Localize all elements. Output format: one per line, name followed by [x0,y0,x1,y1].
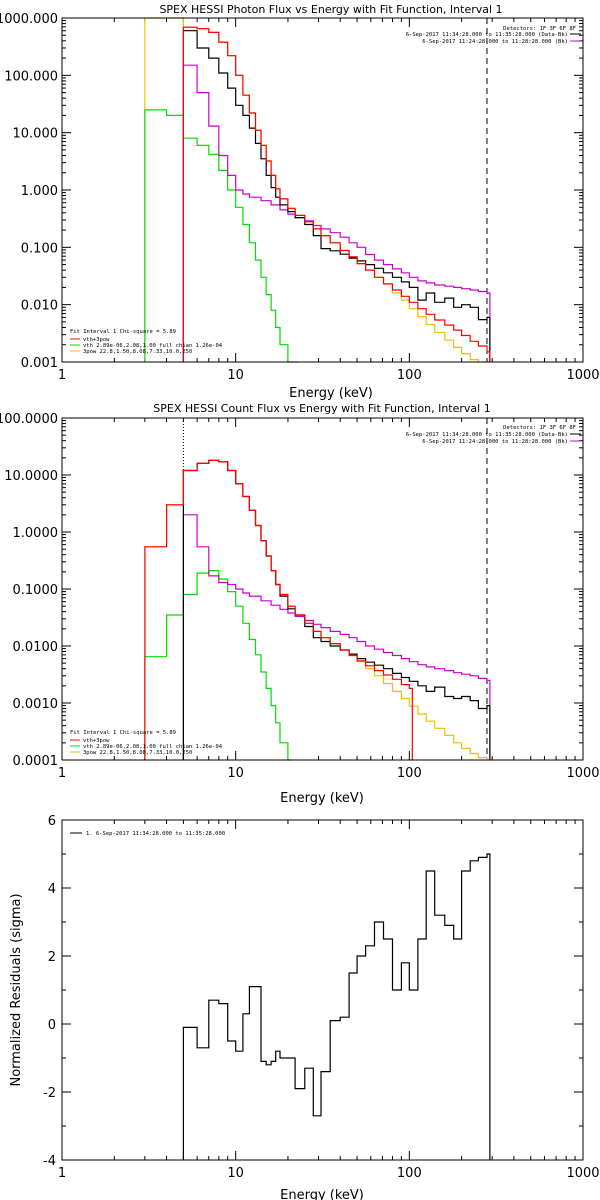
y-tick-label: 0.0001 [13,754,59,769]
series-line-vth-3pow [182,26,491,362]
legend-entry-background: 6-Sep-2017 11:24:28.000 to 11:28:28.000 … [422,39,568,45]
legend-entry-data-bk: 6-Sep-2017 11:34:28.000 to 11:35:28.000 … [406,432,568,438]
y-tick-label: 1000.000 [0,12,58,27]
x-axis-label: Energy (keV) [280,791,364,806]
series-line-data-bk [182,459,491,760]
count-flux-panel: SPEX HESSI Count Flux vs Energy with Fit… [0,402,600,806]
series-line-vth [144,570,291,761]
x-tick-label: 10 [227,368,244,383]
legend-entry-3pow: 3pow 22.8,1.50,8.08,7.33,10.0,250 [83,349,192,355]
series-line-1-6-sep-2017-11-34-28-000-to-11-35-28-000 [182,853,491,1160]
plot-frame [61,417,584,761]
y-axis-label: Normalized Residuals (sigma) [9,893,24,1086]
series-line-vth [144,109,299,363]
fit-info-label: Fit Interval 1 Chi-square = 5.89 [70,730,176,736]
x-tick-label: 10 [227,766,244,781]
y-tick-label: 1.000 [21,184,58,199]
legend-entry-vth: vth 2.89e-06,2.08,1.00 full chian 1.26e-… [83,744,223,750]
x-tick-label: 100 [397,1166,422,1181]
y-tick-label: 10.000 [13,127,59,142]
y-tick-label: 4 [48,882,56,897]
series-line-vth-3pow [144,459,413,760]
y-tick-label: -4 [43,1154,56,1169]
x-tick-label: 1 [58,368,66,383]
y-tick-label: 0.001 [21,356,58,371]
x-tick-label: 100 [397,368,422,383]
detectors-label: Detectors: 1F 3F 6F 8F [503,425,576,431]
legend-entry-background: 6-Sep-2017 11:24:28.000 to 11:28:28.000 … [422,439,568,445]
series-line-data-bk [182,30,491,362]
series-line-background [182,514,491,760]
y-tick-label: 100.000 [4,69,58,84]
y-tick-label: 100.0000 [0,412,58,427]
fit-info-label: Fit Interval 1 Chi-square = 5.89 [70,329,176,335]
series-line-background [182,64,491,362]
series-line-3pow [144,459,490,761]
y-tick-label: 10.0000 [4,469,58,484]
chart-title: SPEX HESSI Photon Flux vs Energy with Fi… [159,3,502,16]
x-tick-label: 1000 [566,766,599,781]
x-axis-label: Energy (keV) [289,386,373,401]
x-axis-label: Energy (keV) [280,1188,364,1200]
residuals-panel: Energy (keV) Normalized Residuals (sigma… [9,814,600,1200]
x-tick-label: 1000 [566,1166,599,1181]
y-tick-label: 0.100 [21,241,58,256]
legend-entry-vth-3pow: vth+3pow [83,337,110,343]
x-tick-label: 10 [227,1166,244,1181]
y-tick-label: -2 [43,1086,56,1101]
x-tick-label: 1 [58,1166,66,1181]
legend-entry-data-bk: 6-Sep-2017 11:34:28.000 to 11:35:28.000 … [406,32,568,38]
legend-entry-interval-1: 1. 6-Sep-2017 11:34:28.000 to 11:35:28.0… [86,831,225,837]
x-tick-label: 1000 [566,368,599,383]
plot-frame [61,17,584,363]
y-tick-label: 0.1000 [13,583,59,598]
y-tick-label: 2 [48,950,56,965]
x-tick-label: 100 [397,766,422,781]
legend-entry-vth-3pow: vth+3pow [83,738,110,744]
y-tick-label: 0.0010 [13,697,59,712]
legend-entry-3pow: 3pow 22.8,1.50,8.08,7.33,10.0,250 [83,750,192,756]
y-tick-label: 0.010 [21,299,58,314]
y-tick-label: 6 [48,814,56,829]
chart-title: SPEX HESSI Count Flux vs Energy with Fit… [153,402,490,415]
y-tick-label: 0 [48,1018,56,1033]
legend-entry-vth: vth 2.89e-06,2.08,1.00 full chian 1.26e-… [83,343,223,349]
detectors-label: Detectors: 1F 3F 6F 8F [503,26,576,32]
y-tick-label: 0.0100 [13,640,59,655]
x-tick-label: 1 [58,766,66,781]
plot-frame [61,819,584,1161]
photon-flux-panel: SPEX HESSI Photon Flux vs Energy with Fi… [0,3,600,401]
y-tick-label: 1.0000 [13,526,59,541]
